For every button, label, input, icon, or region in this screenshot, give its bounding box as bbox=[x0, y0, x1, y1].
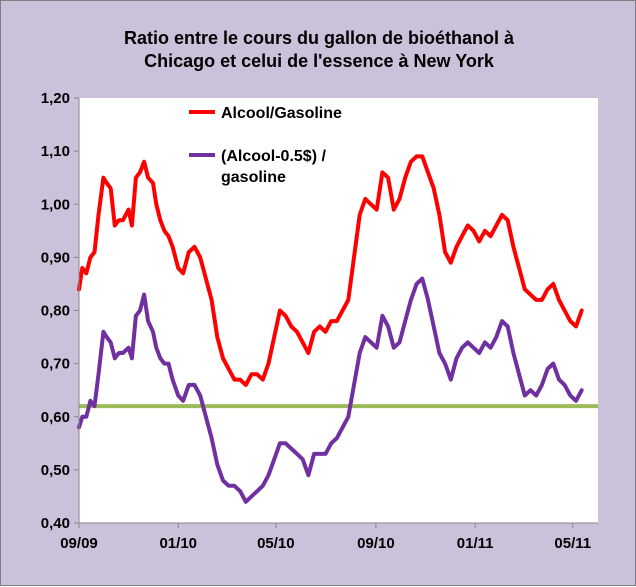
legend-label-alcool-minus-line-1: (Alcool-0.5$) / bbox=[221, 148, 326, 165]
y-tick-label: 0,40 bbox=[41, 515, 70, 532]
plot-area bbox=[79, 98, 598, 523]
x-tick-label: 05/11 bbox=[554, 535, 591, 552]
chart-title-line-2: Chicago et celui de l'essence à New York bbox=[144, 51, 495, 71]
x-tick-label: 09/09 bbox=[60, 535, 98, 552]
legend-label-alcool-gasoline: Alcool/Gasoline bbox=[221, 105, 342, 122]
x-tick-label: 05/10 bbox=[257, 535, 295, 552]
x-tick-label: 01/11 bbox=[457, 535, 494, 552]
y-tick-label: 0,50 bbox=[41, 462, 70, 479]
y-tick-label: 0,80 bbox=[41, 303, 70, 320]
x-tick-label: 01/10 bbox=[159, 535, 197, 552]
series-line-1 bbox=[77, 276, 584, 504]
series-line-0 bbox=[77, 154, 584, 387]
axes: 0,40 0,50 0,60 0,70 0,80 0,90 1,00 1,10 1,20 09/0… bbox=[41, 90, 598, 552]
y-tick-label: 1,20 bbox=[41, 90, 70, 107]
legend: Alcool/Gasoline (Alcool-0.5$) / gasoline bbox=[189, 105, 342, 186]
y-tick-label: 1,10 bbox=[41, 143, 70, 160]
chart-title-line-1: Ratio entre le cours du gallon de bioéth… bbox=[124, 28, 515, 48]
y-tick-label: 1,00 bbox=[41, 196, 70, 213]
y-tick-label: 0,70 bbox=[41, 356, 70, 373]
series-layer bbox=[77, 154, 584, 504]
legend-label-alcool-minus-line-2: gasoline bbox=[221, 169, 286, 186]
y-tick-label: 0,60 bbox=[41, 409, 70, 426]
y-tick-label: 0,90 bbox=[41, 249, 70, 266]
x-tick-label: 09/10 bbox=[357, 535, 395, 552]
